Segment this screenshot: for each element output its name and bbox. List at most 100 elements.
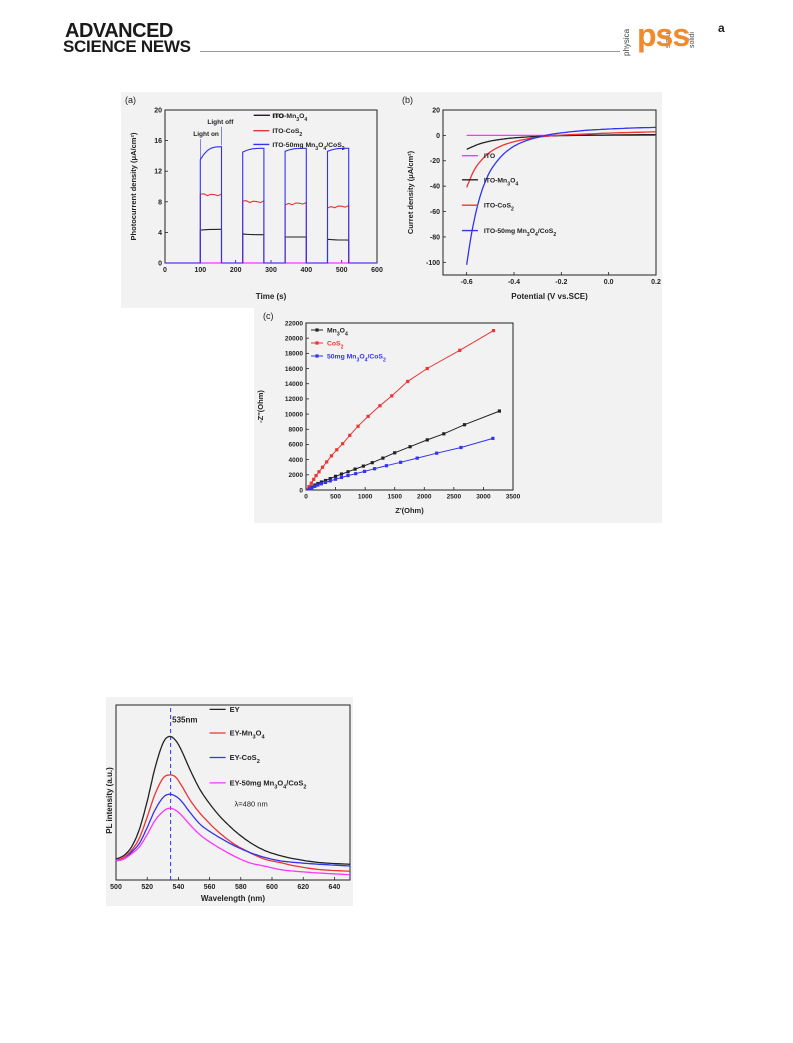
chart-c-ytick-label: 2000 [289,472,304,479]
chart-d-xtick-label: 500 [110,884,122,891]
journal-logo: ADVANCED SCIENCE NEWS [63,21,213,56]
chart-c-point [307,487,312,491]
chart-d-series-line [115,735,351,865]
chart-c-xtick-label: 1500 [387,494,402,501]
chart-c-point [325,460,329,464]
chart-c-point [316,481,320,486]
chart-c-ytick-label: 14000 [285,381,303,388]
chart-d-xtick-label: 600 [266,884,278,891]
chart-b-legend-label-part: ITO-CoS [484,203,512,210]
chart-c-ytick-label: 6000 [289,442,304,449]
chart-d-legend-label-part: EY-CoS [230,753,257,762]
chart-b-legend-label-part: /CoS [538,228,554,235]
chart-c-point [333,474,338,478]
chart-a-legend-label-part: O [299,113,304,120]
chart-c-point [378,404,382,408]
chart-a-series-line [165,193,377,264]
chart-a-legend-label-part: 3 [315,146,318,152]
chart-a-legend-label: ITO-50mg Mn3O4/CoS2 [272,142,344,152]
chart-a-xtick-label: 200 [230,267,242,274]
chart-d-xtick-label: 540 [173,884,185,891]
chart-c-point [356,424,360,428]
chart-a: 0 100 200 300 400 500 600 0 4 8 12 16 20 (a) Time (s) P… [125,95,383,301]
chart-c-legend-label-part: O [340,328,345,335]
chart-d-ylabel: PL intensity (a.u.) [105,767,114,834]
figure-d-background [106,697,353,906]
chart-b-legend-label: ITO [484,153,495,160]
chart-b-legend-label-part: ITO-50mg Mn [484,228,527,235]
chart-b-ytick-label: -100 [426,260,440,267]
chart-d-xtick-label: 560 [204,884,216,891]
chart-c-ytick-label: 0 [299,487,303,494]
chart-c-point [328,477,332,481]
chart-c-point [317,470,321,474]
chart-c-xtick-label: 3500 [506,494,521,501]
chart-c-legend-label-part: 2 [341,345,344,351]
chart-b-series-line [466,133,657,150]
chart-c-series-line [305,437,494,491]
chart-d-legend-label-part: 3 [274,784,277,790]
pss-vertical-3: solidi [689,32,696,48]
chart-b-legend-label: ITO-50mg Mn3O4/CoS2 [484,228,556,238]
chart-c-point [435,451,439,455]
chart-c-point [323,480,328,485]
chart-c-legend-label-part: 3 [356,358,359,364]
pss-vertical-2: status [665,29,672,48]
chart-d-legend-label-part: /CoS [286,778,303,787]
chart-d-xtick-label: 520 [141,884,153,891]
chart-d-series-line [115,774,351,872]
chart-a-xlabel: Time (s) [256,292,287,301]
chart-c-point [393,451,397,455]
chart-c-point [313,484,317,488]
chart-b-legend-label-part: O [530,228,535,235]
chart-a-legend-label-part: 2 [342,146,345,152]
chart-b-legend-label-part: 4 [535,232,538,238]
chart-a-ytick-label: 8 [158,199,162,206]
chart-a-xtick-label: 600 [371,267,383,274]
chart-c-point [399,460,403,464]
chart-d: 500 520 540 560 580 600 620 640 Wavelength (nm) P… [105,704,351,903]
pss-letters: pss [637,18,689,53]
chart-a-legend-label-part: ITO-Mn [273,113,296,120]
chart-c-point [310,486,314,490]
chart-a-xtick-label: 500 [336,267,348,274]
chart-b-legend-label-part: 4 [515,181,518,187]
chart-a-legend-label-part: 4 [304,117,307,123]
chart-c-point [459,445,463,450]
chart-c-point [329,454,334,458]
chart-c-point [381,456,385,460]
chart-c-point [366,414,370,418]
chart-a-series-line [165,228,377,264]
chart-b-legend-label-part: 2 [511,207,514,213]
chart-c-point [313,483,317,487]
chart-c-point [390,394,394,398]
chart-a-xtick-label: 400 [300,267,312,274]
chart-c-point [361,464,365,468]
chart-c-point [312,477,316,481]
chart-d-legend-label-part: O [256,729,262,738]
chart-b-xtick-label: -0.2 [555,279,567,286]
chart-d-annotation-peak: 535nm [172,716,197,725]
chart-b: -0.6 -0.4 -0.2 0.0 0.2 -100 -80 -60 -40 -20 0 20 (b)… [402,95,661,301]
chart-d-series-line [115,807,351,876]
chart-b-legend-label-part: 2 [553,232,556,238]
chart-c-point [309,481,313,485]
chart-b-legend-label-part: ITO [484,153,495,160]
chart-b-xtick-label: -0.6 [461,279,473,286]
chart-c-legend-label-part: CoS [327,341,341,348]
chart-c-point [316,483,320,487]
chart-d-annotation-excitation: λ=480 nm [235,800,268,809]
chart-d-legend-label: EY-Mn3O4 [230,729,266,741]
chart-c-point [354,472,358,476]
chart-a-series-line [165,146,377,264]
chart-d-legend-label: EY [230,705,240,714]
chart-d-xtick-label: 640 [329,884,341,891]
chart-c-point [320,465,325,469]
chart-c-point [373,467,377,471]
chart-b-ytick-label: -20 [430,158,440,165]
chart-c-point [384,464,389,468]
chart-a-legend-label-part: 2 [299,132,302,138]
chart-a-legend-label-part: /CoS [326,142,342,149]
pss-vertical-1: physica [622,28,631,56]
